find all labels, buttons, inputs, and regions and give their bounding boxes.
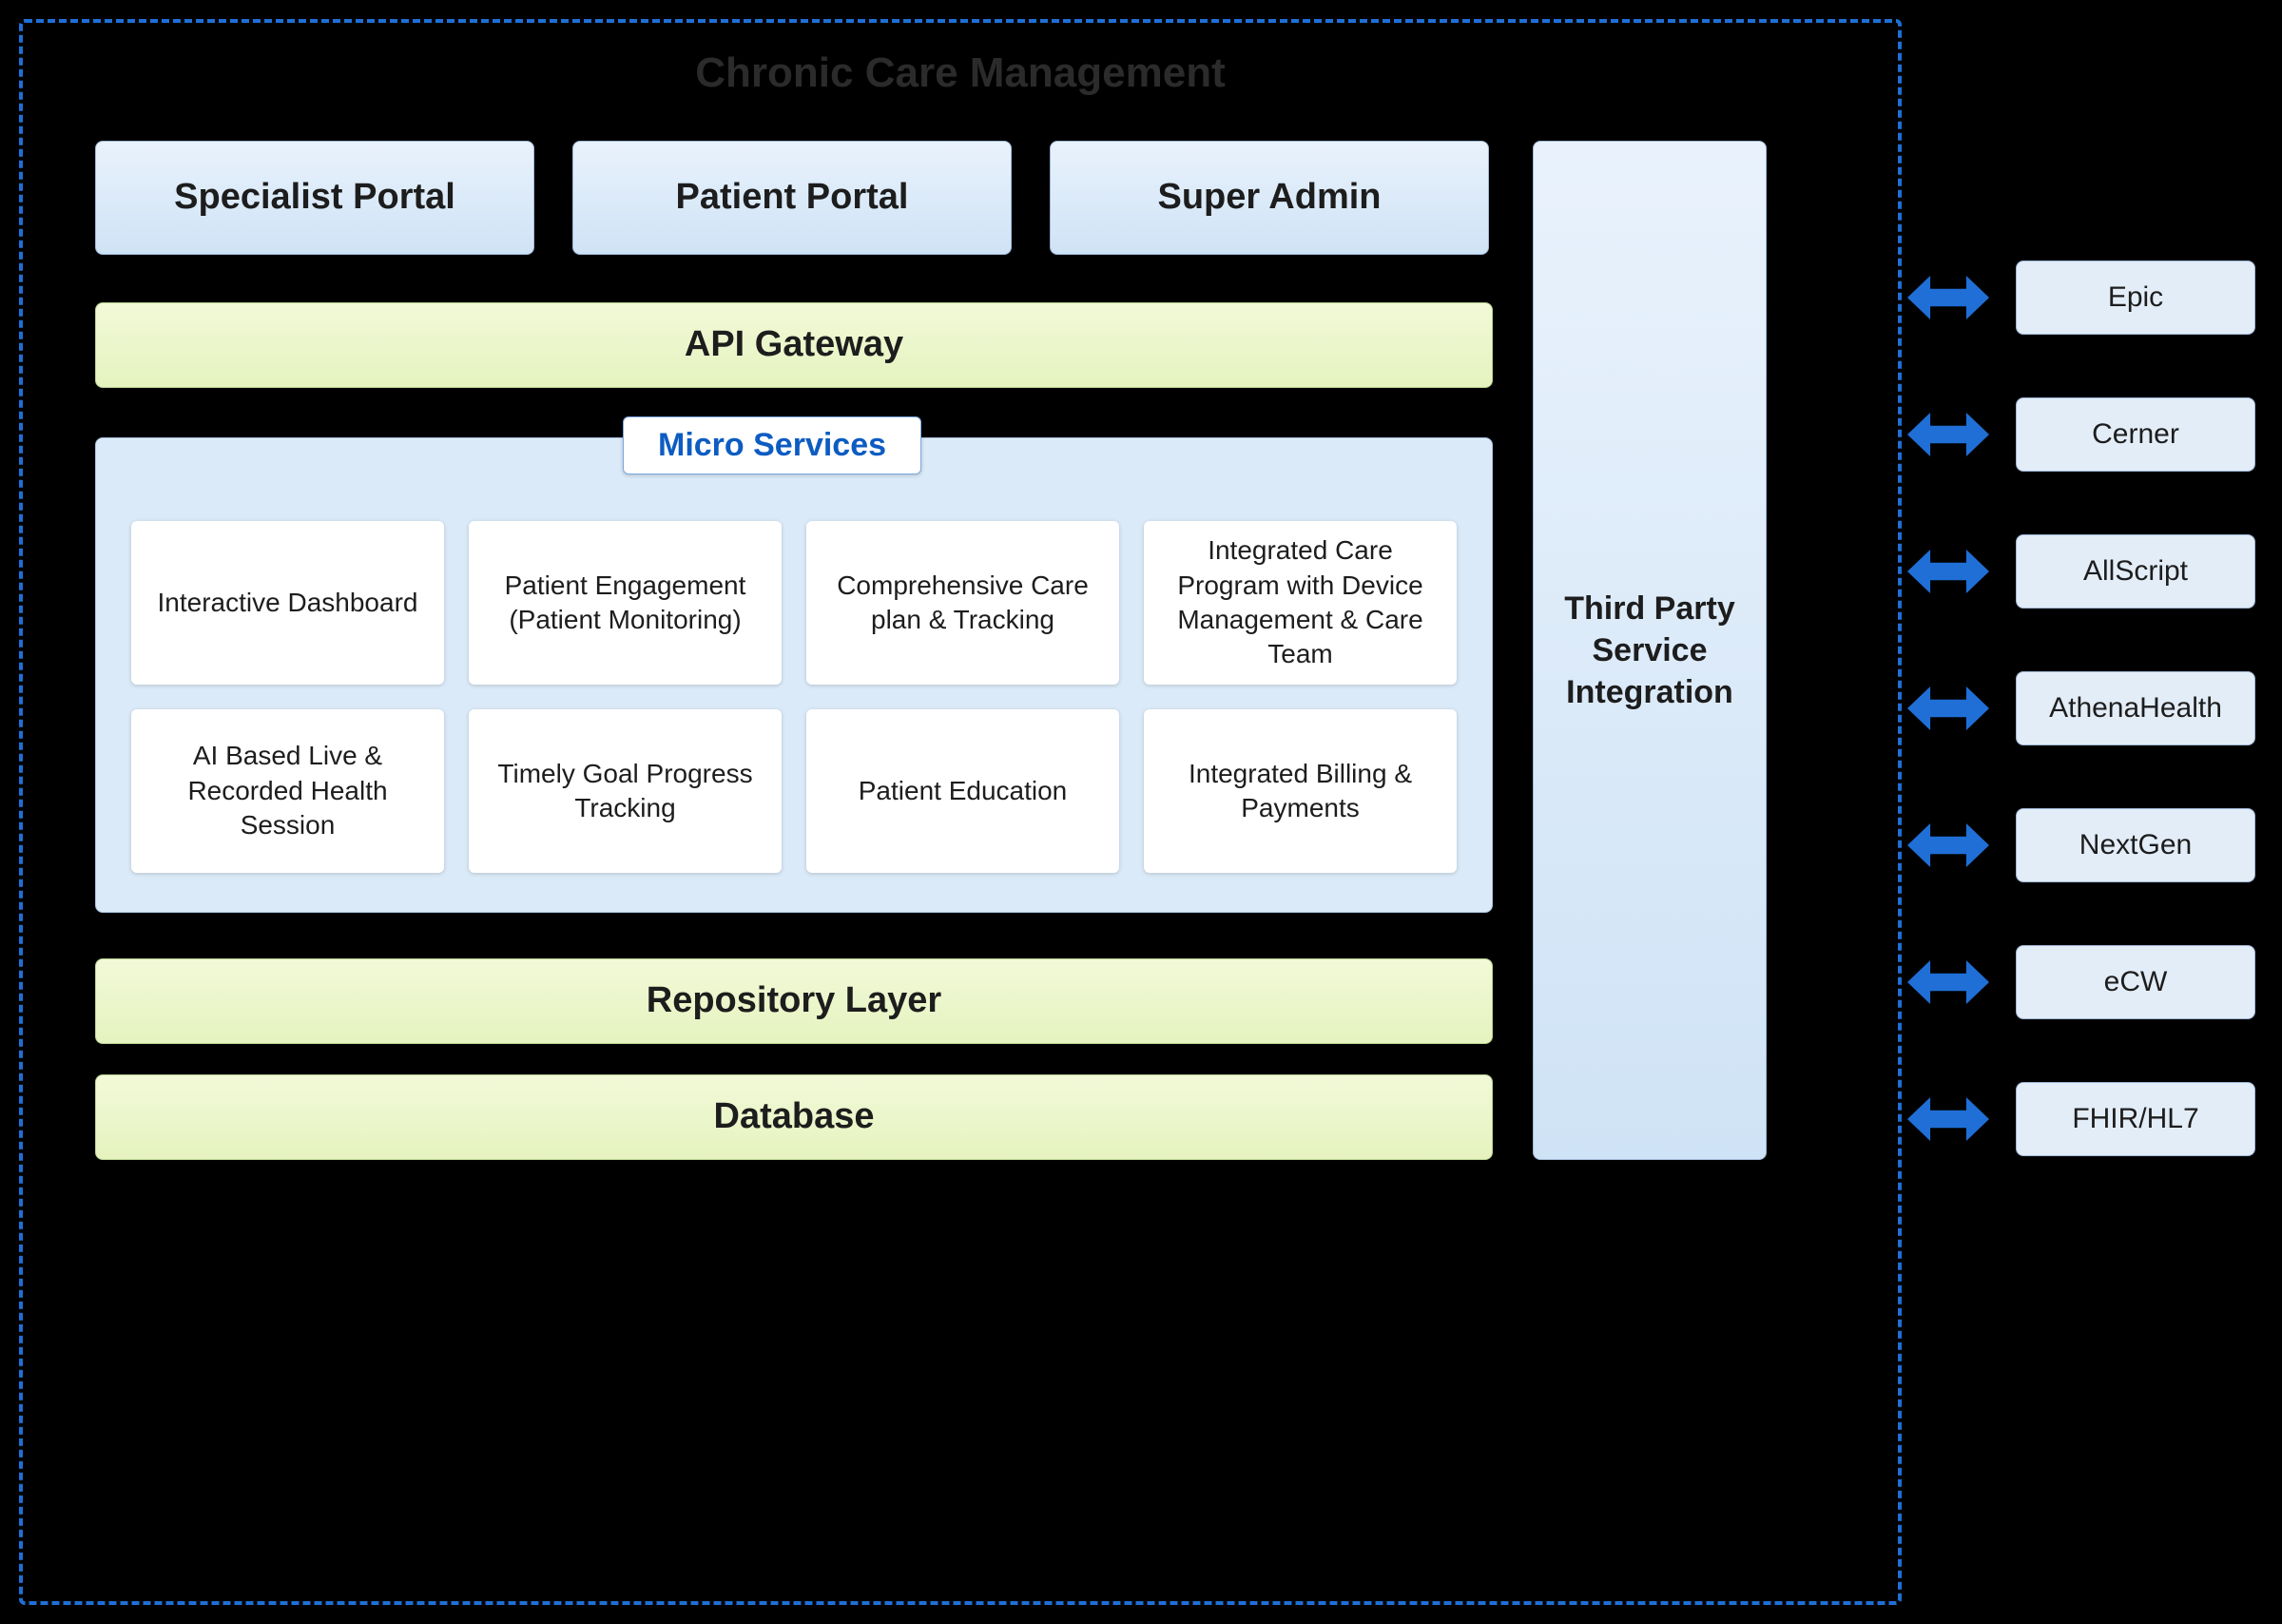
microservice-card: Patient Engagement (Patient Monitoring) (469, 521, 782, 685)
external-system-box: Epic (2016, 261, 2255, 335)
portal-patient: Patient Portal (572, 141, 1012, 255)
microservice-card: Integrated Billing & Payments (1144, 709, 1457, 873)
bidirectional-arrow-icon (1907, 1097, 1989, 1141)
portal-specialist: Specialist Portal (95, 141, 534, 255)
bidirectional-arrow-icon (1907, 276, 1989, 319)
external-system-box: eCW (2016, 945, 2255, 1019)
external-system-box: FHIR/HL7 (2016, 1082, 2255, 1156)
microservice-card: Patient Education (806, 709, 1119, 873)
bidirectional-arrow-icon (1907, 823, 1989, 867)
repository-layer: Repository Layer (95, 958, 1493, 1044)
diagram-title: Chronic Care Management (38, 49, 1883, 97)
bidirectional-arrow-icon (1907, 960, 1989, 1004)
third-party-integration: Third Party Service Integration (1533, 141, 1767, 1160)
microservice-card: Timely Goal Progress Tracking (469, 709, 782, 873)
portal-super-admin: Super Admin (1050, 141, 1489, 255)
bidirectional-arrow-icon (1907, 413, 1989, 456)
microservice-card: Comprehensive Care plan & Tracking (806, 521, 1119, 685)
api-gateway-layer: API Gateway (95, 302, 1493, 388)
external-system-box: AthenaHealth (2016, 671, 2255, 745)
microservice-card: Integrated Care Program with Device Mana… (1144, 521, 1457, 685)
external-system-box: AllScript (2016, 534, 2255, 609)
external-system-box: NextGen (2016, 808, 2255, 882)
database-layer: Database (95, 1074, 1493, 1160)
microservices-label: Micro Services (623, 416, 921, 474)
external-system-box: Cerner (2016, 397, 2255, 472)
bidirectional-arrow-icon (1907, 550, 1989, 593)
microservices-grid: Interactive Dashboard Patient Engagement… (131, 521, 1457, 873)
microservice-card: AI Based Live & Recorded Health Session (131, 709, 444, 873)
bidirectional-arrow-icon (1907, 686, 1989, 730)
microservice-card: Interactive Dashboard (131, 521, 444, 685)
